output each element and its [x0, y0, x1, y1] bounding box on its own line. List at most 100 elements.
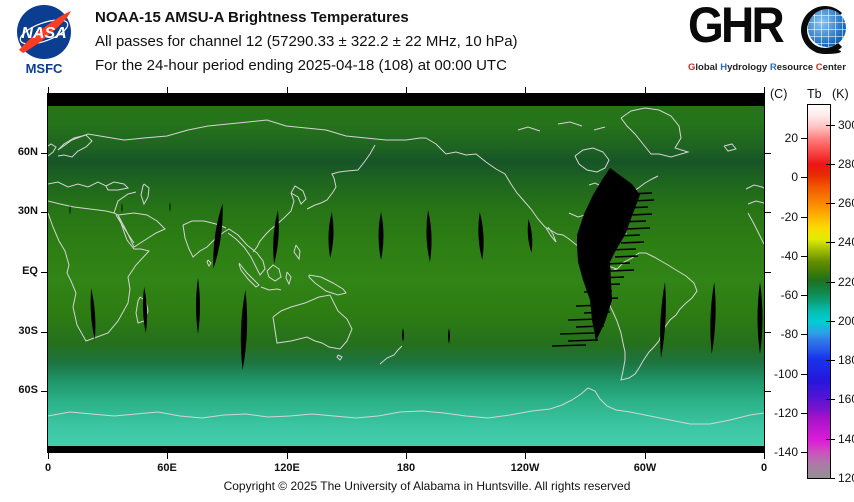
coastline — [545, 226, 557, 243]
coastline — [723, 143, 737, 152]
celsius-tick — [801, 334, 807, 335]
orbit-gap — [196, 278, 200, 334]
map-overlay-svg — [48, 107, 764, 425]
lon-tick-bottom — [764, 453, 765, 459]
lon-tick-top — [525, 87, 526, 93]
ghrc-tagline: Global Hydrology Resource Center — [688, 62, 852, 73]
scanline-streak — [607, 248, 637, 251]
coastline — [48, 212, 150, 342]
coastline — [252, 192, 295, 253]
orbit-gap — [426, 210, 432, 262]
scanline-streak — [629, 213, 653, 216]
lon-tick-bottom — [406, 453, 407, 459]
orbit-gap — [69, 205, 71, 215]
orbit-gap — [169, 202, 171, 212]
lon-tick-bottom — [645, 453, 646, 459]
channel-subtitle: All passes for channel 12 (57290.33 ± 32… — [95, 33, 518, 50]
kelvin-tick-label: 200 — [838, 314, 854, 328]
kelvin-tick — [826, 321, 835, 322]
coastline — [293, 244, 301, 261]
scanline-streak — [625, 192, 653, 195]
ghrc-tagline-segment: esource — [776, 62, 816, 73]
kelvin-tick — [826, 399, 835, 400]
lon-tick-bottom — [48, 453, 49, 459]
scanline-streak — [622, 206, 649, 209]
ghrc-wordmark: GHR — [688, 0, 785, 53]
scanline-streak — [575, 304, 607, 307]
coastline — [290, 185, 307, 205]
colorbar-header-tb: Tb — [807, 87, 822, 101]
coastline — [57, 134, 93, 158]
celsius-tick-label: 0 — [791, 170, 798, 184]
orbit-gap — [378, 212, 384, 260]
kelvin-tick-label: 260 — [838, 196, 854, 210]
orbit-gap — [448, 328, 450, 344]
orbit-gap — [328, 212, 334, 258]
orbit-gap — [402, 328, 404, 342]
celsius-tick-label: -60 — [780, 288, 798, 302]
ghrc-tagline-segment: C — [815, 62, 823, 73]
kelvin-tick-label: 120 — [838, 471, 854, 485]
ghrc-tagline-segment: R — [769, 62, 777, 73]
orbit-gap — [90, 288, 96, 340]
celsius-tick-label: -20 — [780, 210, 798, 224]
celsius-tick — [801, 138, 807, 139]
lon-tick-top — [48, 87, 49, 93]
scanline-streak — [625, 227, 651, 230]
lon-tick-label: 180 — [396, 462, 416, 474]
lon-tick-label: 120W — [510, 462, 540, 474]
lon-tick-top — [406, 87, 407, 93]
no-data-band-north — [48, 94, 764, 106]
coastline — [517, 126, 541, 132]
kelvin-tick-label: 160 — [838, 392, 854, 406]
scanline-streak — [559, 332, 595, 335]
scanline-streak — [597, 276, 625, 279]
nasa-orbit-ellipse — [19, 19, 69, 45]
lat-tick-right — [765, 272, 771, 273]
kelvin-tick — [826, 478, 835, 479]
period-line: For the 24-hour period ending 2025-04-18… — [95, 57, 507, 74]
lon-tick-label: 0 — [44, 462, 52, 474]
scanline-streak — [551, 344, 587, 347]
coastline — [48, 191, 137, 214]
ghrc-tagline-segment: G — [688, 62, 696, 73]
scanline-streak — [591, 283, 621, 286]
ghrc-tagline-segment: enter — [822, 62, 846, 73]
lat-tick-label: 60N — [17, 146, 38, 158]
scanline-streak — [614, 255, 639, 258]
coastline — [115, 214, 135, 244]
lat-tick-left — [41, 272, 47, 273]
lon-tick-bottom — [287, 453, 288, 459]
nasa-wordmark: NASA — [21, 25, 66, 42]
globe-icon — [808, 9, 846, 47]
kelvin-tick-label: 240 — [838, 235, 854, 249]
scanline-streak — [613, 234, 641, 237]
lon-tick-label: 60E — [157, 462, 177, 474]
coastline — [557, 121, 583, 127]
celsius-tick-label: -140 — [773, 445, 798, 459]
lat-tick-left — [41, 332, 47, 333]
coastline — [48, 181, 130, 191]
lon-tick-top — [764, 87, 765, 93]
kelvin-tick-label: 220 — [838, 275, 854, 289]
lon-tick-top — [167, 87, 168, 93]
coastline — [308, 274, 347, 296]
kelvin-tick-label: 280 — [838, 157, 854, 171]
orbit-gap — [660, 282, 666, 358]
orbit-gap — [527, 219, 533, 253]
celsius-tick — [801, 177, 807, 178]
coastline — [620, 107, 690, 158]
brightness-temperature-map — [47, 93, 765, 453]
nasa-red-swoosh — [19, 11, 71, 53]
colorbar-header-kelvin: (K) — [832, 87, 849, 101]
ghrc-globe-c — [801, 4, 849, 58]
coastline — [48, 387, 764, 425]
ghrc-tagline-segment: ydrology — [727, 62, 770, 73]
kelvin-tick-label: 300 — [838, 118, 854, 132]
celsius-tick-label: -40 — [780, 249, 798, 263]
coastline — [182, 224, 266, 276]
coastline — [747, 212, 764, 245]
celsius-tick-label: 20 — [784, 131, 798, 145]
scanline-streak — [583, 290, 613, 293]
coastline — [238, 262, 260, 288]
